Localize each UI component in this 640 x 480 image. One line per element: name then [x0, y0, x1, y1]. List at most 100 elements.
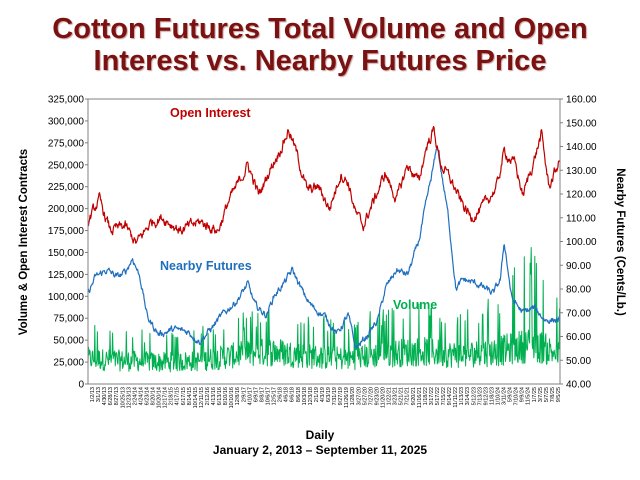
- right-tick-label: 110.00: [566, 213, 596, 224]
- left-tick-label: 50,000: [53, 336, 84, 347]
- x-tick-label: 9/20/21: [411, 387, 417, 405]
- x-tick-label: 4/10/17: [247, 387, 253, 405]
- x-tick-label: 7/15/22: [441, 387, 447, 405]
- x-tick-label: 11/8/23: [489, 387, 495, 405]
- x-tick-label: 1/7/25: [532, 387, 538, 402]
- x-tick-label: 12/3/18: [308, 387, 314, 405]
- x-tick-label: 6/23/14: [144, 387, 150, 405]
- x-tick-label: 1/2/13: [90, 387, 96, 402]
- x-tick-label: 12/17/14: [163, 387, 169, 408]
- x-tick-label: 3/23/21: [393, 387, 399, 405]
- x-tick-label: 5/9/24: [508, 387, 514, 402]
- right-tick-label: 150.00: [566, 118, 597, 129]
- left-tick-label: 225,000: [48, 182, 85, 193]
- x-tick-label: 10/3/18: [302, 387, 308, 405]
- x-tick-label: 9/14/22: [447, 387, 453, 405]
- left-tick-label: 300,000: [48, 116, 85, 127]
- x-tick-label: 10/6/17: [266, 387, 272, 405]
- x-tick-label: 4/17/15: [175, 387, 181, 405]
- x-tick-label: 1/18/22: [423, 387, 429, 405]
- x-tick-label: 11/16/21: [417, 387, 423, 408]
- x-axis-label: Daily: [305, 428, 335, 442]
- x-tick-label: 6/9/17: [253, 387, 259, 402]
- x-tick-label: 3/11/24: [502, 387, 508, 405]
- left-axis-label: Volume & Open Interest Contracts: [18, 149, 30, 335]
- x-tick-label: 3/7/25: [538, 387, 544, 402]
- x-tick-label: 6/3/19: [326, 387, 332, 402]
- x-tick-label: 10/14/15: [193, 387, 199, 408]
- x-tick-label: 1/13/23: [459, 387, 465, 405]
- x-tick-label: 10/20/14: [157, 387, 163, 408]
- left-tick-labels: 0 25,000 50,000 75,000 100,000 125,000 150,000…: [48, 95, 88, 391]
- right-tick-label: 130.00: [566, 166, 597, 177]
- x-tick-label: 6/17/15: [181, 387, 187, 405]
- x-tick-label: 3/1/13: [96, 387, 102, 402]
- right-tick-label: 80.00: [566, 285, 591, 296]
- left-tick-label: 0: [78, 380, 84, 391]
- x-tick-label: 10/25/13: [120, 387, 126, 408]
- x-tick-label: 8/6/18: [296, 387, 302, 402]
- x-tick-label: 8/20/14: [151, 387, 157, 405]
- x-tick-label: 12/23/13: [126, 387, 132, 408]
- nearby-futures-label: Nearby Futures: [160, 259, 252, 273]
- x-tick-label: 12/11/15: [199, 387, 205, 408]
- x-tick-label: 2/1/19: [314, 387, 320, 402]
- open-interest-label: Open Interest: [170, 106, 251, 120]
- left-tick-label: 175,000: [48, 226, 85, 237]
- x-tick-label: 8/10/16: [223, 387, 229, 405]
- chart-title-line1: Cotton Futures Total Volume and Open: [52, 13, 588, 45]
- x-tick-label: 6/13/16: [217, 387, 223, 405]
- series-layer: [87, 125, 561, 373]
- left-tick-label: 200,000: [48, 204, 85, 215]
- x-tick-label: 1/10/24: [495, 387, 501, 405]
- x-tick-label: 6/6/18: [290, 387, 296, 402]
- x-tick-label: 1/22/21: [387, 387, 393, 405]
- x-tick-label: 7/10/24: [514, 387, 520, 405]
- right-axis-label: Nearby Futures (Cents/Lb.): [614, 168, 626, 316]
- right-tick-label: 40.00: [566, 380, 591, 391]
- x-tick-label: 5/12/23: [471, 387, 477, 405]
- x-tick-label: 2/24/14: [132, 387, 138, 405]
- x-tick-label: 11/20/20: [380, 387, 386, 408]
- x-tick-label: 8/14/15: [187, 387, 193, 405]
- left-tick-label: 75,000: [53, 314, 84, 325]
- volume-label: Volume: [393, 298, 437, 312]
- right-tick-label: 60.00: [566, 332, 591, 343]
- x-tick-label: 9/12/23: [483, 387, 489, 405]
- x-tick-label: 2/18/15: [169, 387, 175, 405]
- date-range: January 2, 2013 – September 11, 2025: [212, 443, 428, 457]
- right-tick-label: 120.00: [566, 190, 597, 201]
- x-tick-label: 3/14/23: [465, 387, 471, 405]
- x-tick-label: 7/13/23: [477, 387, 483, 405]
- left-tick-label: 125,000: [48, 270, 85, 281]
- x-tick-label: 7/21/21: [405, 387, 411, 405]
- nearby-futures-line: [87, 148, 561, 349]
- x-tick-label: 1/28/20: [350, 387, 356, 405]
- x-tick-label: 2/6/18: [278, 387, 284, 402]
- right-tick-label: 90.00: [566, 261, 591, 272]
- left-tick-label: 150,000: [48, 248, 85, 259]
- x-tick-label: 9/9/24: [520, 387, 526, 402]
- x-tick-label: 3/27/20: [356, 387, 362, 405]
- x-tick-label: 2/9/17: [241, 387, 247, 402]
- x-tick-label: 4/30/13: [102, 387, 108, 405]
- left-tick-label: 250,000: [48, 160, 85, 171]
- x-tick-label: 3/17/22: [429, 387, 435, 405]
- left-tick-label: 25,000: [53, 358, 84, 369]
- x-tick-label: 7/27/20: [368, 387, 374, 405]
- chart-title-line2: Interest vs. Nearby Futures Price: [93, 45, 547, 77]
- x-tick-label: 7/8/25: [550, 387, 556, 402]
- x-tick-label: 7/31/19: [332, 387, 338, 405]
- x-tick-label: 11/26/19: [344, 387, 350, 408]
- x-tick-label: 11/5/24: [526, 387, 532, 405]
- right-tick-label: 160.00: [566, 95, 597, 106]
- x-tick-label: 5/21/21: [399, 387, 405, 405]
- right-tick-label: 50.00: [566, 356, 591, 367]
- x-tick-label: 8/27/13: [114, 387, 120, 405]
- right-tick-label: 70.00: [566, 308, 591, 319]
- x-tick-label: 9/23/20: [374, 387, 380, 405]
- x-tick-label: 5/17/22: [435, 387, 441, 405]
- x-tick-label: 8/8/17: [259, 387, 265, 402]
- x-tick-label: 4/6/18: [284, 387, 290, 402]
